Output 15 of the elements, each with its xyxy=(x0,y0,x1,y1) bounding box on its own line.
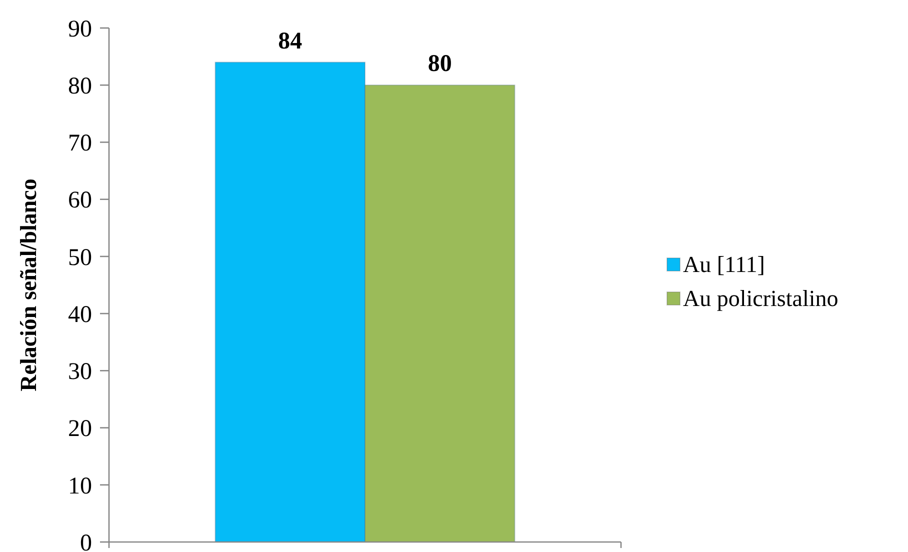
y-axis-title: Relación señal/blanco xyxy=(16,178,41,392)
data-label: 84 xyxy=(278,28,302,54)
y-tick-label: 90 xyxy=(68,16,92,42)
y-tick-label: 10 xyxy=(68,473,92,500)
legend-label: Au policristalino xyxy=(683,286,838,312)
y-tick-label: 30 xyxy=(68,359,92,386)
y-tick-label: 80 xyxy=(68,74,92,100)
y-tick-label: 40 xyxy=(68,302,92,328)
y-tick-label: 50 xyxy=(68,244,92,271)
legend-label: Au [111] xyxy=(683,252,765,278)
y-tick-label: 60 xyxy=(68,188,92,214)
y-tick-label: 0 xyxy=(80,530,92,552)
y-tick-label: 70 xyxy=(68,130,92,157)
data-label: 80 xyxy=(428,51,452,78)
y-tick-label: 20 xyxy=(68,416,92,442)
